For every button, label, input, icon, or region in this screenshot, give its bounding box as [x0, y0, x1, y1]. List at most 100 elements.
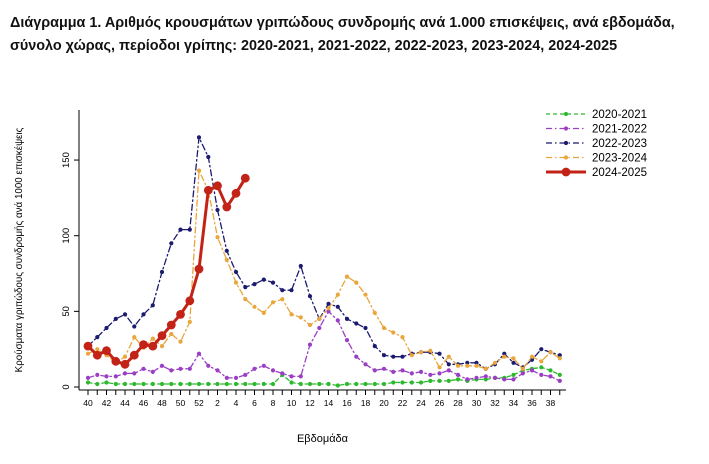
data-point: [280, 297, 285, 302]
data-point: [511, 360, 516, 365]
legend-entry-2023-2024: 2023-2024: [546, 153, 648, 165]
legend-label: 2021-2022: [592, 124, 647, 136]
data-point: [270, 280, 276, 285]
data-point: [215, 235, 220, 240]
data-point: [233, 280, 239, 285]
x-tick-label: 34: [509, 398, 519, 408]
x-tick-label: 44: [120, 398, 130, 408]
data-point: [122, 371, 128, 376]
data-point: [539, 365, 544, 370]
legend-entry-2020-2021: 2020-2021: [546, 109, 647, 121]
data-point: [233, 375, 239, 380]
data-point: [307, 342, 313, 347]
data-point: [187, 227, 192, 232]
chart-title: Διάγραμμα 1. Αριθμός κρουσμάτων γριπώδου…: [10, 15, 675, 55]
series-line: [87, 136, 561, 370]
data-point: [344, 274, 350, 279]
data-point: [465, 360, 470, 365]
data-point: [354, 381, 359, 387]
series-2024-2025: [83, 173, 250, 369]
data-point: [240, 173, 250, 183]
data-point: [335, 318, 340, 323]
data-point: [252, 304, 257, 309]
data-point: [270, 300, 276, 305]
series-2021-2022: [85, 309, 562, 383]
data-point: [372, 344, 377, 349]
data-point: [243, 372, 248, 377]
data-point: [372, 368, 377, 373]
data-point: [326, 301, 331, 306]
data-point: [529, 357, 535, 362]
data-point: [381, 381, 387, 387]
data-point: [132, 371, 137, 376]
legend-label: 2020-2021: [592, 109, 647, 121]
series-line: [87, 366, 561, 387]
y-tick-label: 50: [61, 306, 72, 317]
data-point: [391, 354, 396, 359]
data-point: [354, 321, 359, 326]
data-point: [92, 350, 102, 360]
data-point: [557, 356, 562, 361]
data-point: [224, 381, 229, 387]
y-ticks: 0 50 100 150: [61, 152, 79, 390]
legend-marker: [561, 167, 571, 177]
data-point: [159, 363, 165, 368]
data-point: [289, 380, 294, 385]
data-point: [326, 306, 331, 311]
data-point: [132, 381, 137, 387]
data-point: [104, 374, 109, 379]
data-point: [102, 346, 111, 356]
data-point: [233, 381, 239, 387]
x-tick-label: 50: [176, 398, 186, 408]
data-point: [85, 380, 91, 385]
x-tick-label: 16: [342, 398, 352, 408]
series-line: [87, 169, 561, 370]
data-point: [243, 297, 248, 302]
data-point: [196, 351, 202, 356]
data-point: [95, 372, 100, 377]
data-point: [455, 363, 461, 368]
data-point: [400, 368, 405, 373]
x-tick-label: 8: [271, 398, 276, 408]
data-point: [400, 380, 405, 385]
data-point: [437, 378, 442, 383]
data-point: [185, 296, 195, 306]
data-point: [317, 325, 322, 331]
data-point: [196, 168, 202, 173]
data-point: [95, 381, 100, 387]
data-point: [557, 372, 562, 377]
x-tick-label: 6: [252, 398, 257, 408]
data-point: [437, 371, 442, 376]
data-point: [243, 381, 248, 387]
data-point: [307, 294, 313, 299]
data-point: [233, 269, 239, 275]
data-point: [148, 341, 158, 351]
data-point: [83, 341, 93, 351]
data-point: [307, 322, 313, 328]
data-point: [539, 372, 544, 377]
data-point: [354, 354, 359, 359]
data-point: [224, 375, 229, 380]
data-point: [176, 310, 185, 319]
data-point: [150, 336, 155, 341]
data-point: [113, 316, 118, 321]
x-ticks: 40 42 44 46 48 50 52 2 4 6 8 10 12 14 16 18 20 22 24 26 28 30…: [83, 390, 561, 408]
x-tick-label: 38: [546, 398, 556, 408]
data-point: [363, 381, 368, 387]
data-point: [418, 380, 424, 385]
data-point: [363, 292, 368, 297]
x-tick-label: 30: [472, 398, 482, 408]
data-point: [169, 331, 174, 337]
data-point: [224, 248, 229, 253]
data-point: [511, 377, 516, 382]
data-point: [187, 319, 192, 324]
data-point: [409, 353, 414, 358]
data-point: [194, 264, 204, 274]
data-point: [215, 381, 220, 387]
data-point: [298, 381, 303, 387]
data-point: [122, 381, 128, 387]
data-point: [437, 365, 442, 370]
data-point: [252, 282, 257, 287]
data-point: [139, 340, 148, 349]
